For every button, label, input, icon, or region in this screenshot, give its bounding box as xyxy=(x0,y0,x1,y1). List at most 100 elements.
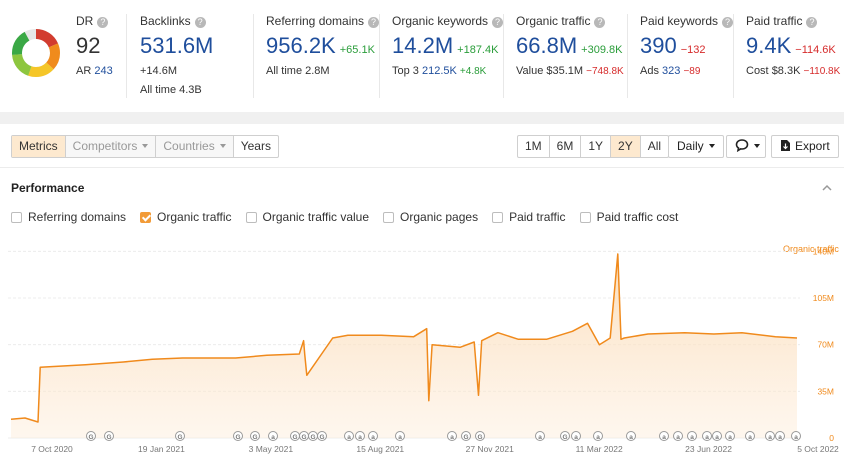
dr-ring-segment xyxy=(12,29,60,77)
chevron-down-icon xyxy=(142,144,149,148)
divider xyxy=(126,14,127,98)
annotation-marker-label: a xyxy=(705,434,709,441)
annotation-marker xyxy=(250,431,260,441)
x-tick-label: 11 Mar 2022 xyxy=(576,444,623,454)
annotation-marker-label: G xyxy=(301,434,306,441)
range-1y[interactable]: 1Y xyxy=(581,136,612,157)
divider xyxy=(733,14,734,98)
y-tick-label: 0 xyxy=(829,433,834,443)
metric-ar-value: 243 xyxy=(94,65,113,77)
annotation-marker-label: G xyxy=(106,434,111,441)
annotation-marker xyxy=(344,431,354,441)
annotation-marker-label: a xyxy=(690,434,694,441)
checkbox-paid-traffic-cost[interactable]: Paid traffic cost xyxy=(579,209,678,225)
annotation-marker xyxy=(725,431,735,441)
annotation-marker xyxy=(712,431,722,441)
range-6m[interactable]: 6M xyxy=(550,136,582,157)
help-icon[interactable]: ? xyxy=(194,17,206,28)
metric-organic-keywords-value: 14.2M +187.4K xyxy=(392,33,499,58)
chevron-down-icon xyxy=(708,144,715,148)
chevron-up-icon[interactable] xyxy=(822,183,832,193)
checkbox-box[interactable] xyxy=(579,211,591,223)
tab-metrics[interactable]: Metrics xyxy=(12,136,66,157)
metric-referring-domains-label: Referring domains? xyxy=(266,14,380,28)
metric-paid-keywords-delta: −132 xyxy=(680,44,706,56)
help-icon[interactable]: ? xyxy=(97,17,109,28)
checkbox-organic-traffic[interactable]: Organic traffic xyxy=(140,209,232,225)
dr-ring-segment xyxy=(12,29,60,77)
help-icon[interactable]: ? xyxy=(806,17,818,28)
interval-dropdown[interactable]: Daily xyxy=(668,135,724,158)
section-divider xyxy=(0,112,844,124)
tab-countries[interactable]: Countries xyxy=(156,136,234,157)
annotation-marker-label: a xyxy=(778,434,782,441)
annotation-marker xyxy=(775,431,785,441)
annotations-button[interactable] xyxy=(726,135,766,158)
dr-ring-segment xyxy=(12,29,60,77)
annotation-marker xyxy=(765,431,775,441)
range-2y[interactable]: 2Y xyxy=(611,136,641,157)
checkbox-box-checked[interactable] xyxy=(140,211,152,223)
annotation-marker-label: G xyxy=(88,434,93,441)
metric-referring-domains-value: 956.2K +65.1K xyxy=(266,33,375,58)
divider xyxy=(379,14,380,98)
series-toggles: Referring domains Organic traffic Organi… xyxy=(11,209,692,225)
checkbox-referring-domains[interactable]: Referring domains xyxy=(11,209,126,225)
tab-years[interactable]: Years xyxy=(240,139,271,153)
metric-backlinks-delta: +14.6M xyxy=(140,65,177,77)
annotation-marker xyxy=(673,431,683,441)
annotation-marker xyxy=(593,431,603,441)
divider xyxy=(627,14,628,98)
annotation-marker-label: a xyxy=(768,434,772,441)
annotation-marker xyxy=(571,431,581,441)
checkbox-organic-pages[interactable]: Organic pages xyxy=(383,209,478,225)
checkbox-box[interactable] xyxy=(11,211,22,223)
checkbox-paid-traffic[interactable]: Paid traffic xyxy=(492,209,566,225)
export-button[interactable]: Export xyxy=(771,135,839,158)
performance-chart: 0 35M 70M 105M 140M 7 Oct 2020 19 Jan 2021 3 Ma… xyxy=(0,238,844,465)
annotation-marker-label: a xyxy=(358,434,362,441)
x-tick-label: 27 Nov 2021 xyxy=(466,444,514,454)
help-icon[interactable]: ? xyxy=(722,17,734,28)
annotation-marker xyxy=(702,431,712,441)
x-tick-label: 5 Oct 2022 xyxy=(797,444,839,454)
annotation-marker-label: G xyxy=(292,434,297,441)
checkbox-box[interactable] xyxy=(245,211,257,223)
annotation-marker-label: G xyxy=(310,434,315,441)
annotation-marker-label: a xyxy=(715,434,719,441)
checkbox-box[interactable] xyxy=(383,211,395,223)
metric-cost: Cost $8.3K −110.8K xyxy=(746,65,841,77)
annotation-marker-label: G xyxy=(177,434,182,441)
range-1m[interactable]: 1M xyxy=(518,136,550,157)
help-icon[interactable]: ? xyxy=(594,17,606,28)
comment-icon xyxy=(735,139,749,153)
help-icon[interactable]: ? xyxy=(492,17,504,28)
divider xyxy=(503,14,504,98)
annotation-marker-label: a xyxy=(629,434,633,441)
annotation-marker xyxy=(745,431,755,441)
annotation-marker xyxy=(368,431,378,441)
area-organic-traffic xyxy=(11,254,797,438)
checkbox-organic-traffic-value[interactable]: Organic traffic value xyxy=(245,209,369,225)
metric-dr-value: 92 xyxy=(76,33,101,58)
tab-competitors[interactable]: Competitors xyxy=(65,136,157,157)
annotation-marker-label: G xyxy=(319,434,324,441)
divider xyxy=(253,14,254,98)
metric-organic-traffic-delta: +309.8K xyxy=(581,44,623,56)
annotation-marker-label: G xyxy=(252,434,257,441)
metric-paid-traffic-value: 9.4K −114.6K xyxy=(746,33,836,58)
range-all[interactable]: All xyxy=(647,139,662,153)
help-icon[interactable]: ? xyxy=(368,17,380,28)
metric-ar: AR 243 xyxy=(76,65,113,77)
range-selector: 1M 6M 1Y 2Y All xyxy=(517,135,670,158)
metric-paid-traffic-label: Paid traffic? xyxy=(746,14,818,28)
view-tabs: Metrics Competitors Countries Years xyxy=(11,135,279,158)
annotation-marker-label: a xyxy=(538,434,542,441)
metric-top3: Top 3 212.5K +4.8K xyxy=(392,65,487,77)
dr-ring-chart xyxy=(12,29,60,77)
annotation-marker xyxy=(447,431,457,441)
y-tick-label: 140M xyxy=(813,246,834,256)
y-tick-label: 35M xyxy=(817,386,834,396)
annotation-marker xyxy=(355,431,365,441)
checkbox-box[interactable] xyxy=(492,211,504,223)
